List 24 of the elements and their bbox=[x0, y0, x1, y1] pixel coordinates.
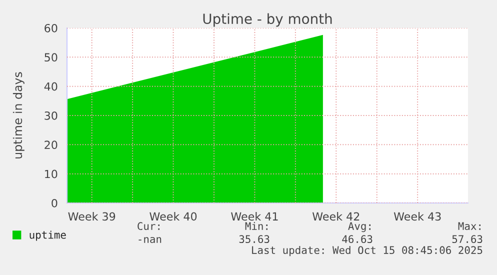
y-tick-label: 30 bbox=[44, 111, 58, 120]
y-tick-label: 50 bbox=[44, 53, 58, 62]
x-tick-label: Week 40 bbox=[150, 212, 197, 221]
x-tick-label: Week 41 bbox=[231, 212, 278, 221]
text: 46.63 bbox=[342, 235, 372, 244]
y-tick-label: 10 bbox=[45, 170, 58, 178]
text: -nan bbox=[138, 237, 162, 244]
legend-label: uptime bbox=[30, 230, 66, 241]
y-tick-label: 60 bbox=[44, 24, 58, 32]
y-tick-label: 0 bbox=[52, 198, 58, 208]
y-axis-title: uptime in days bbox=[12, 72, 24, 158]
text: 57.63 bbox=[452, 235, 482, 244]
text: Cur: bbox=[138, 222, 160, 230]
text: 35.63 bbox=[239, 235, 270, 244]
text: Min: bbox=[245, 222, 268, 230]
x-tick-label: Week 39 bbox=[68, 212, 116, 221]
y-tick-label: 20 bbox=[44, 140, 58, 150]
text: Max: bbox=[458, 222, 480, 230]
text: Last update: Wed Oct 15 08:45:06 2025 bbox=[252, 246, 482, 256]
x-tick-label: Week 42 bbox=[312, 212, 360, 221]
y-tick-label: 40 bbox=[44, 82, 58, 91]
chart-title: Uptime - by month bbox=[203, 13, 332, 27]
x-tick-label: Week 43 bbox=[394, 212, 441, 221]
text: Avg: bbox=[348, 222, 370, 232]
